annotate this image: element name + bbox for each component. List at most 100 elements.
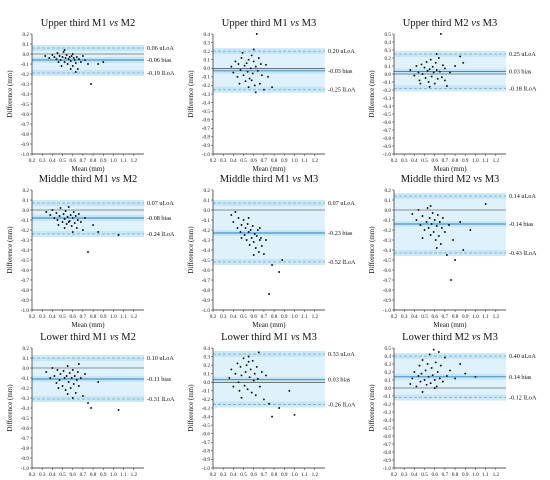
y-tick-label: -0.2 [383, 402, 392, 408]
y-tick-label: -0.3 [21, 396, 30, 402]
data-point [436, 77, 439, 80]
data-point [439, 33, 442, 35]
data-point [65, 54, 68, 56]
data-point [281, 259, 284, 261]
data-point [429, 234, 432, 236]
data-point [232, 221, 235, 223]
data-point [432, 348, 435, 351]
y-tick-label: -0.4 [383, 104, 392, 110]
data-point [425, 61, 428, 63]
x-tick-label: 0.8 [452, 158, 459, 164]
data-point [278, 407, 281, 409]
x-tick-label: 0.5 [59, 158, 66, 164]
data-point [55, 212, 58, 214]
x-tick-label: 0.7 [442, 314, 449, 320]
x-tick-label: 1.1 [482, 158, 489, 164]
y-tick-label: -0.7 [21, 436, 30, 442]
data-point [443, 79, 446, 82]
y-tick-label: 0.1 [204, 372, 211, 378]
data-point [259, 237, 262, 239]
x-tick-label: 1.0 [472, 472, 479, 478]
data-point [237, 217, 240, 219]
bias-label: -0.06 bias [147, 57, 172, 64]
data-point [439, 243, 442, 245]
y-tick-label: -0.1 [383, 218, 392, 224]
data-point [435, 53, 438, 55]
y-tick-label: -1.0 [21, 308, 30, 314]
x-tick-label: 0.6 [250, 472, 257, 478]
data-point [71, 397, 74, 399]
data-point [462, 249, 465, 251]
y-tick-label: 0.0 [204, 66, 211, 72]
data-point [238, 389, 241, 392]
y-tick-label: -0.4 [21, 92, 30, 98]
y-tick-label: -0.9 [383, 458, 392, 464]
data-point [413, 371, 416, 373]
data-point [254, 394, 257, 397]
x-tick-label: 1.1 [301, 158, 308, 164]
x-tick-label: 1.0 [291, 314, 298, 320]
data-point [409, 69, 412, 71]
data-point [53, 56, 56, 58]
y-tick-label: -0.5 [383, 258, 392, 264]
y-tick-label: -0.2 [202, 83, 211, 89]
data-point [421, 359, 424, 361]
data-point [51, 367, 54, 369]
x-tick-label: 0.2 [29, 314, 36, 320]
x-tick-label: 0.4 [49, 472, 56, 478]
data-point [418, 79, 421, 82]
plot-title: Lower third M1 vs M3 [221, 332, 317, 343]
y-tick-label: 0.2 [204, 188, 211, 194]
data-point [462, 61, 465, 64]
data-point [67, 221, 70, 223]
data-point [278, 271, 281, 273]
uloa-label: 0.14 uLoA [509, 193, 536, 200]
x-tick-label: 1.2 [493, 314, 500, 320]
x-tick-label: 1.0 [110, 472, 117, 478]
plot-title: Upper third M1 vs M3 [222, 18, 317, 29]
plot-panel: 0.2 0.1 0.0 -0.1 -0.2 -0.3 -0.4 -0.5 -0.6 -0.7 -0.… [368, 174, 537, 329]
data-point [61, 56, 64, 58]
data-point [63, 218, 66, 220]
data-point [435, 225, 438, 227]
y-tick-label: 0.0 [23, 366, 30, 372]
data-point [415, 65, 418, 67]
data-point [236, 75, 239, 78]
data-point [53, 217, 56, 219]
data-point [415, 219, 418, 221]
data-point [247, 360, 250, 363]
data-point [441, 64, 444, 67]
y-tick-label: -0.9 [21, 298, 30, 304]
y-tick-label: -0.8 [202, 449, 211, 455]
x-tick-label: 0.3 [401, 314, 408, 320]
data-point [445, 375, 448, 377]
plot-panel: 0.2 0.1 0.0 -0.1 -0.2 -0.3 -0.4 -0.5 -0.6 -0.7 -0.… [187, 174, 356, 329]
x-tick-label: 0.4 [411, 314, 418, 320]
y-tick-label: -0.7 [202, 440, 211, 446]
y-tick-label: -0.2 [21, 228, 30, 234]
x-tick-label: 0.8 [452, 314, 459, 320]
x-tick-label: 0.5 [59, 314, 66, 320]
x-tick-label: 0.8 [90, 314, 97, 320]
y-tick-label: -0.4 [21, 406, 30, 412]
x-tick-label: 0.9 [462, 158, 469, 164]
data-point [436, 371, 439, 373]
data-point [60, 65, 63, 67]
data-point [245, 62, 248, 65]
plot-panel: 0.2 0.1 0.0 -0.1 -0.2 -0.3 -0.4 -0.5 -0.6 -0.7 -0.… [6, 332, 175, 480]
data-point [428, 85, 431, 88]
y-tick-label: -1.0 [21, 466, 30, 472]
x-tick-label: 0.3 [220, 158, 227, 164]
data-point [424, 369, 427, 372]
bias-label: 0.14 bias [509, 374, 532, 381]
data-point [70, 225, 73, 227]
x-tick-label: 0.9 [462, 314, 469, 320]
y-tick-label: 0.4 [204, 32, 211, 38]
data-point [431, 374, 434, 377]
data-point [429, 205, 432, 207]
y-tick-label: -0.6 [383, 434, 392, 440]
data-point [437, 351, 440, 353]
data-point [77, 363, 80, 365]
y-tick-label: -0.9 [21, 142, 30, 148]
y-tick-label: 0.0 [23, 52, 30, 58]
